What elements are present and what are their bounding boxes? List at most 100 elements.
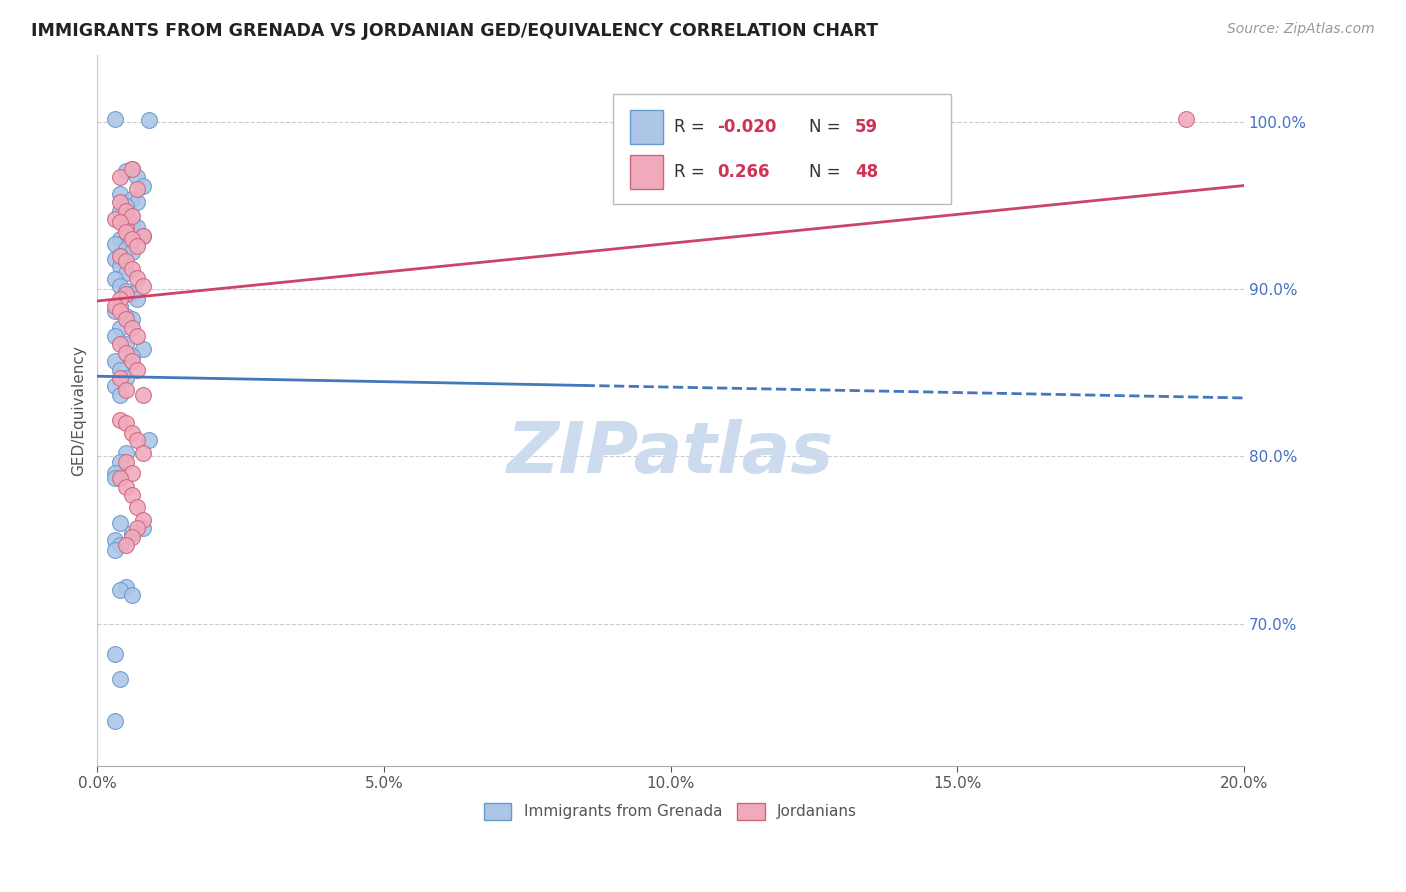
Point: [110, 471, 132, 485]
Point: [121, 312, 143, 326]
Point: [110, 516, 132, 531]
Point: [110, 362, 132, 376]
Point: [115, 220, 138, 235]
Point: [115, 383, 138, 397]
Point: [115, 454, 138, 468]
Text: ZIPatlas: ZIPatlas: [508, 418, 834, 488]
Point: [127, 293, 149, 307]
Point: [110, 170, 132, 185]
Point: [127, 362, 149, 376]
Point: [110, 672, 132, 686]
Point: [121, 488, 143, 502]
Text: 48: 48: [855, 163, 879, 181]
Point: [115, 253, 138, 268]
Point: [138, 113, 160, 128]
Point: [103, 379, 125, 393]
Point: [103, 252, 125, 267]
Point: [132, 178, 155, 193]
Point: [110, 232, 132, 246]
Point: [132, 343, 155, 357]
Text: Source: ZipAtlas.com: Source: ZipAtlas.com: [1227, 22, 1375, 37]
Point: [103, 543, 125, 558]
Point: [121, 530, 143, 544]
Point: [110, 371, 132, 385]
Point: [103, 272, 125, 286]
Point: [115, 199, 138, 213]
Point: [103, 304, 125, 318]
Point: [110, 215, 132, 229]
Point: [121, 349, 143, 363]
Point: [110, 293, 132, 307]
Point: [115, 337, 138, 351]
Point: [127, 521, 149, 535]
Point: [121, 287, 143, 301]
Point: [121, 161, 143, 176]
Point: [110, 538, 132, 552]
Point: [115, 480, 138, 494]
Point: [127, 270, 149, 285]
Point: [115, 163, 138, 178]
Point: [103, 533, 125, 548]
Point: [115, 538, 138, 552]
Point: [110, 249, 132, 263]
Point: [1175, 112, 1198, 126]
Point: [127, 329, 149, 343]
Text: -0.020: -0.020: [717, 118, 778, 136]
Point: [103, 647, 125, 661]
Text: N =: N =: [810, 163, 846, 181]
Point: [121, 320, 143, 334]
Point: [115, 371, 138, 385]
Point: [132, 228, 155, 243]
Point: [110, 583, 132, 598]
Bar: [630, 155, 662, 189]
Point: [121, 192, 143, 206]
Text: 0.266: 0.266: [717, 163, 770, 181]
Point: [103, 471, 125, 485]
Point: [110, 320, 132, 334]
Point: [110, 279, 132, 293]
Point: [103, 354, 125, 368]
Text: R =: R =: [673, 163, 716, 181]
Point: [127, 239, 149, 253]
Point: [132, 446, 155, 460]
Point: [115, 309, 138, 323]
Point: [127, 195, 149, 210]
Point: [103, 467, 125, 481]
Point: [121, 161, 143, 176]
Point: [115, 284, 138, 298]
Point: [121, 245, 143, 260]
Point: [115, 446, 138, 460]
Point: [115, 209, 138, 223]
Point: [110, 259, 132, 273]
Legend: Immigrants from Grenada, Jordanians: Immigrants from Grenada, Jordanians: [478, 797, 863, 826]
Point: [110, 337, 132, 351]
Y-axis label: GED/Equivalency: GED/Equivalency: [72, 345, 86, 476]
Point: [110, 203, 132, 218]
Point: [121, 232, 143, 246]
Point: [115, 226, 138, 240]
Text: 59: 59: [855, 118, 879, 136]
Point: [115, 416, 138, 430]
Point: [110, 304, 132, 318]
Point: [110, 387, 132, 401]
Point: [127, 220, 149, 235]
Point: [132, 387, 155, 401]
Point: [121, 426, 143, 441]
Point: [121, 209, 143, 223]
Point: [121, 588, 143, 602]
Point: [110, 249, 132, 263]
Bar: [630, 110, 662, 144]
Point: [115, 312, 138, 326]
Point: [121, 354, 143, 368]
Point: [103, 299, 125, 313]
Point: [110, 195, 132, 210]
Point: [115, 346, 138, 360]
Point: [121, 467, 143, 481]
Point: [115, 580, 138, 594]
Point: [110, 454, 132, 468]
Point: [132, 521, 155, 535]
Point: [132, 513, 155, 527]
Point: [127, 182, 149, 196]
Point: [110, 413, 132, 427]
Point: [132, 279, 155, 293]
